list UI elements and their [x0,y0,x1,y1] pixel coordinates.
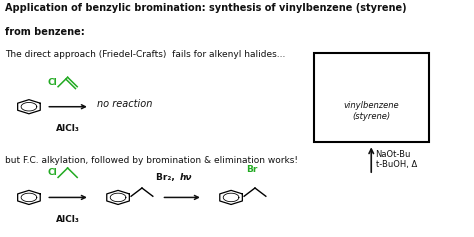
Text: from benzene:: from benzene: [5,27,85,36]
Text: Application of benzylic bromination: synthesis of vinylbenzene (styrene): Application of benzylic bromination: syn… [5,3,407,13]
Text: The direct approach (Friedel-Crafts)  fails for alkenyl halides...: The direct approach (Friedel-Crafts) fai… [5,50,285,59]
Text: no reaction: no reaction [97,99,152,109]
Text: Cl: Cl [47,78,57,87]
Text: Br₂,: Br₂, [156,173,178,182]
Text: hν: hν [180,173,192,182]
Text: but F.C. alkylation, followed by bromination & elimination works!: but F.C. alkylation, followed by bromina… [5,156,298,165]
Text: vinylbenzene
(styrene): vinylbenzene (styrene) [344,101,399,121]
Bar [314,53,429,142]
Text: NaOt-Bu
t-BuOH, Δ: NaOt-Bu t-BuOH, Δ [375,150,417,169]
Text: AlCl₃: AlCl₃ [56,124,80,133]
Text: AlCl₃: AlCl₃ [56,215,80,224]
Text: Br: Br [246,165,257,174]
Text: Cl: Cl [47,169,57,178]
